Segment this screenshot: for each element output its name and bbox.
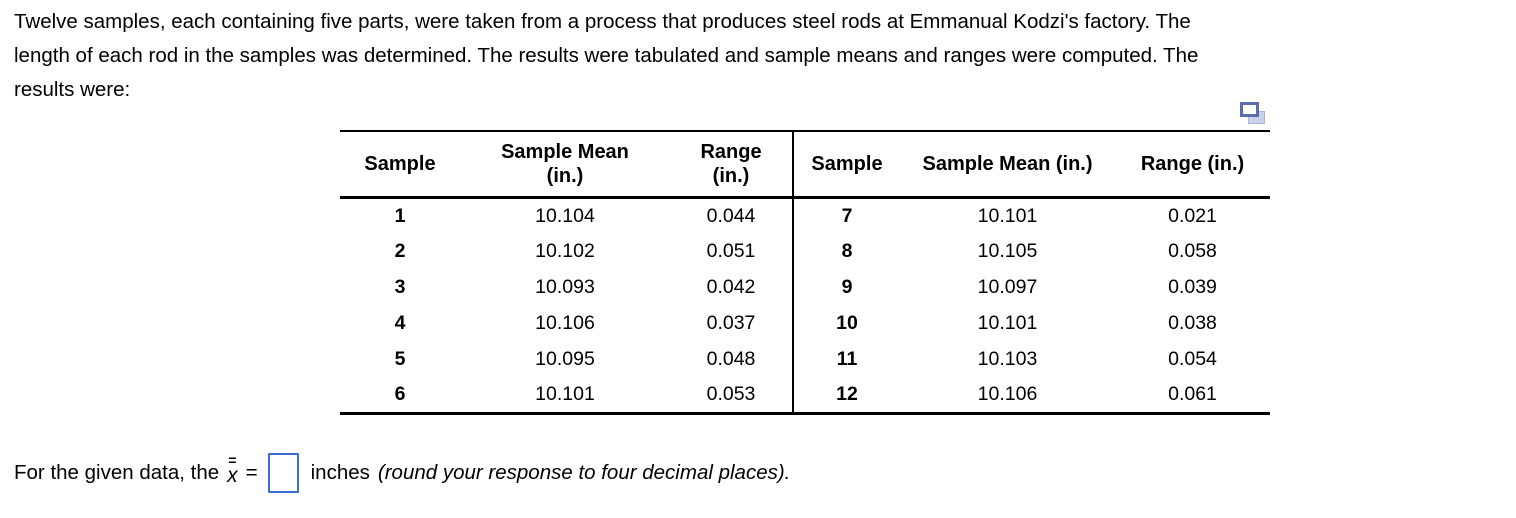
cell-mean: 10.106 [535, 312, 595, 334]
problem-line-3: results were: [14, 78, 131, 101]
equals-sign: = [245, 461, 258, 484]
table-row: 6 10.101 0.053 12 10.106 0.061 [340, 377, 1270, 414]
cell-mean: 10.101 [977, 204, 1038, 227]
table-header-row: Sample Sample Mean (in.) Range (in.) Sam… [340, 131, 1270, 199]
cell-sample: 10 [792, 305, 900, 342]
cell-sample: 7 [792, 197, 900, 234]
cell-sample: 9 [792, 269, 900, 306]
data-table-section: Sample Sample Mean (in.) Range (in.) Sam… [340, 102, 1270, 415]
answer-line: For the given data, the = x = inches (ro… [14, 449, 790, 497]
cell-sample: 5 [394, 348, 406, 370]
cell-range: 0.042 [706, 276, 756, 298]
header-mean-left: Sample Mean (in.) [460, 131, 670, 199]
answer-note: (round your response to four decimal pla… [377, 461, 791, 484]
cell-range: 0.051 [706, 240, 756, 262]
cell-mean: 10.105 [977, 240, 1038, 262]
cell-mean: 10.101 [535, 383, 595, 406]
cell-sample: 12 [792, 377, 900, 414]
header-range-right: Range (in.) [1115, 131, 1270, 199]
cell-range: 0.053 [706, 383, 756, 406]
cell-range: 0.058 [1168, 240, 1217, 262]
cell-mean: 10.095 [535, 348, 595, 370]
copy-icon-front-rect [1240, 102, 1259, 117]
table-row: 5 10.095 0.048 11 10.103 0.054 [340, 341, 1270, 378]
cell-sample: 8 [792, 233, 900, 270]
cell-range: 0.037 [706, 312, 756, 334]
cell-sample: 2 [394, 240, 406, 262]
cell-mean: 10.104 [535, 204, 595, 227]
samples-table: Sample Sample Mean (in.) Range (in.) Sam… [340, 130, 1270, 415]
cell-range: 0.048 [706, 348, 756, 370]
cell-sample: 3 [394, 276, 406, 298]
cell-mean: 10.106 [977, 383, 1038, 406]
answer-prefix: For the given data, the [14, 461, 220, 484]
cell-range: 0.061 [1168, 383, 1217, 406]
cell-range: 0.021 [1168, 204, 1217, 227]
cell-mean: 10.103 [977, 348, 1038, 370]
header-sample-left: Sample [340, 131, 460, 199]
problem-line-1: Twelve samples, each containing five par… [14, 10, 1191, 33]
problem-line-2: length of each rod in the samples was de… [14, 44, 1199, 67]
cell-range: 0.038 [1168, 312, 1217, 334]
cell-range: 0.044 [706, 204, 756, 227]
cell-sample: 11 [792, 341, 900, 378]
table-row: 4 10.106 0.037 10 10.101 0.038 [340, 305, 1270, 342]
cell-range: 0.039 [1168, 276, 1217, 298]
x-symbol: x [227, 464, 238, 487]
copy-icon[interactable] [1240, 102, 1268, 127]
cell-sample: 1 [394, 204, 406, 227]
table-row: 3 10.093 0.042 9 10.097 0.039 [340, 269, 1270, 306]
answer-input[interactable] [267, 453, 299, 493]
cell-mean: 10.102 [535, 240, 595, 262]
cell-sample: 6 [394, 383, 406, 406]
answer-unit: inches [310, 461, 370, 484]
cell-mean: 10.101 [977, 312, 1038, 334]
cell-mean: 10.097 [977, 276, 1038, 298]
cell-sample: 4 [394, 312, 406, 334]
header-mean-right: Sample Mean (in.) [900, 131, 1115, 199]
double-bar: = [228, 452, 237, 468]
table-row: 2 10.102 0.051 8 10.105 0.058 [340, 233, 1270, 270]
cell-mean: 10.093 [535, 276, 595, 298]
problem-statement: Twelve samples, each containing five par… [14, 5, 1514, 107]
header-range-left: Range (in.) [670, 131, 793, 199]
x-double-bar-symbol: = x [227, 452, 238, 487]
table-row: 1 10.104 0.044 7 10.101 0.021 [340, 197, 1270, 234]
header-sample-right: Sample [792, 131, 900, 199]
cell-range: 0.054 [1168, 348, 1217, 370]
